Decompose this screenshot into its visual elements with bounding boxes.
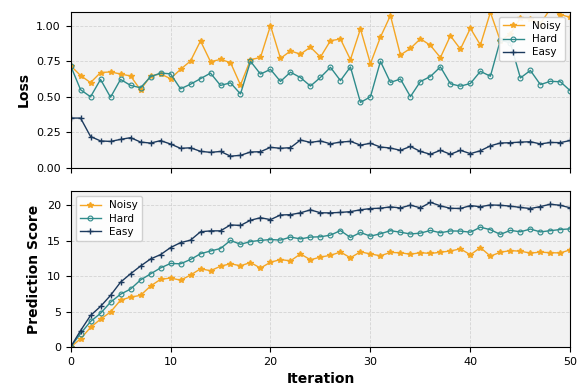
Hard bbox=[177, 87, 184, 91]
Hard bbox=[477, 225, 484, 229]
Hard bbox=[567, 227, 574, 231]
Hard bbox=[567, 89, 574, 93]
Hard bbox=[427, 228, 434, 233]
Noisy bbox=[567, 248, 574, 252]
Noisy bbox=[407, 46, 414, 51]
Legend: Noisy, Hard, Easy: Noisy, Hard, Easy bbox=[499, 17, 565, 62]
Hard bbox=[437, 65, 444, 69]
Noisy bbox=[567, 15, 574, 20]
Hard bbox=[397, 230, 404, 234]
Noisy bbox=[237, 83, 244, 87]
Hard bbox=[557, 227, 564, 232]
Line: Easy: Easy bbox=[68, 200, 573, 350]
Noisy bbox=[187, 58, 194, 63]
Noisy bbox=[227, 261, 234, 266]
Y-axis label: Prediction Score: Prediction Score bbox=[27, 204, 41, 334]
Noisy bbox=[217, 264, 224, 269]
Easy bbox=[567, 206, 574, 210]
Line: Noisy: Noisy bbox=[68, 6, 573, 93]
Easy bbox=[437, 148, 444, 152]
Noisy bbox=[397, 250, 404, 255]
Noisy bbox=[547, 7, 554, 11]
Easy bbox=[217, 229, 224, 233]
Easy bbox=[227, 154, 234, 158]
Easy bbox=[557, 203, 564, 207]
Noisy bbox=[227, 60, 234, 65]
Hard bbox=[227, 238, 234, 243]
Easy bbox=[557, 140, 564, 145]
Line: Noisy: Noisy bbox=[68, 245, 573, 350]
Line: Hard: Hard bbox=[68, 225, 573, 349]
Easy bbox=[427, 200, 434, 205]
Hard bbox=[217, 83, 224, 88]
Noisy bbox=[557, 12, 564, 17]
Hard bbox=[67, 345, 74, 349]
Noisy bbox=[137, 88, 144, 92]
Hard bbox=[497, 38, 504, 43]
Legend: Noisy, Hard, Easy: Noisy, Hard, Easy bbox=[76, 196, 142, 241]
Noisy bbox=[557, 250, 564, 255]
Hard bbox=[67, 63, 74, 68]
Easy bbox=[397, 206, 404, 210]
Line: Hard: Hard bbox=[68, 37, 573, 105]
Easy bbox=[177, 240, 184, 245]
Hard bbox=[177, 261, 184, 266]
Hard bbox=[557, 80, 564, 84]
Hard bbox=[227, 80, 234, 85]
Easy bbox=[407, 144, 414, 149]
X-axis label: Iteration: Iteration bbox=[286, 372, 355, 386]
Noisy bbox=[477, 245, 484, 250]
Easy bbox=[237, 153, 244, 158]
Easy bbox=[567, 138, 574, 143]
Easy bbox=[217, 149, 224, 154]
Easy bbox=[227, 223, 234, 227]
Hard bbox=[407, 94, 414, 99]
Line: Easy: Easy bbox=[68, 115, 573, 159]
Easy bbox=[67, 116, 74, 121]
Easy bbox=[177, 146, 184, 151]
Easy bbox=[437, 204, 444, 208]
Noisy bbox=[177, 278, 184, 282]
Noisy bbox=[67, 63, 74, 68]
Easy bbox=[67, 345, 74, 349]
Hard bbox=[357, 100, 364, 105]
Noisy bbox=[67, 345, 74, 349]
Hard bbox=[217, 246, 224, 251]
Y-axis label: Loss: Loss bbox=[16, 72, 31, 107]
Noisy bbox=[427, 251, 434, 256]
Noisy bbox=[437, 55, 444, 60]
